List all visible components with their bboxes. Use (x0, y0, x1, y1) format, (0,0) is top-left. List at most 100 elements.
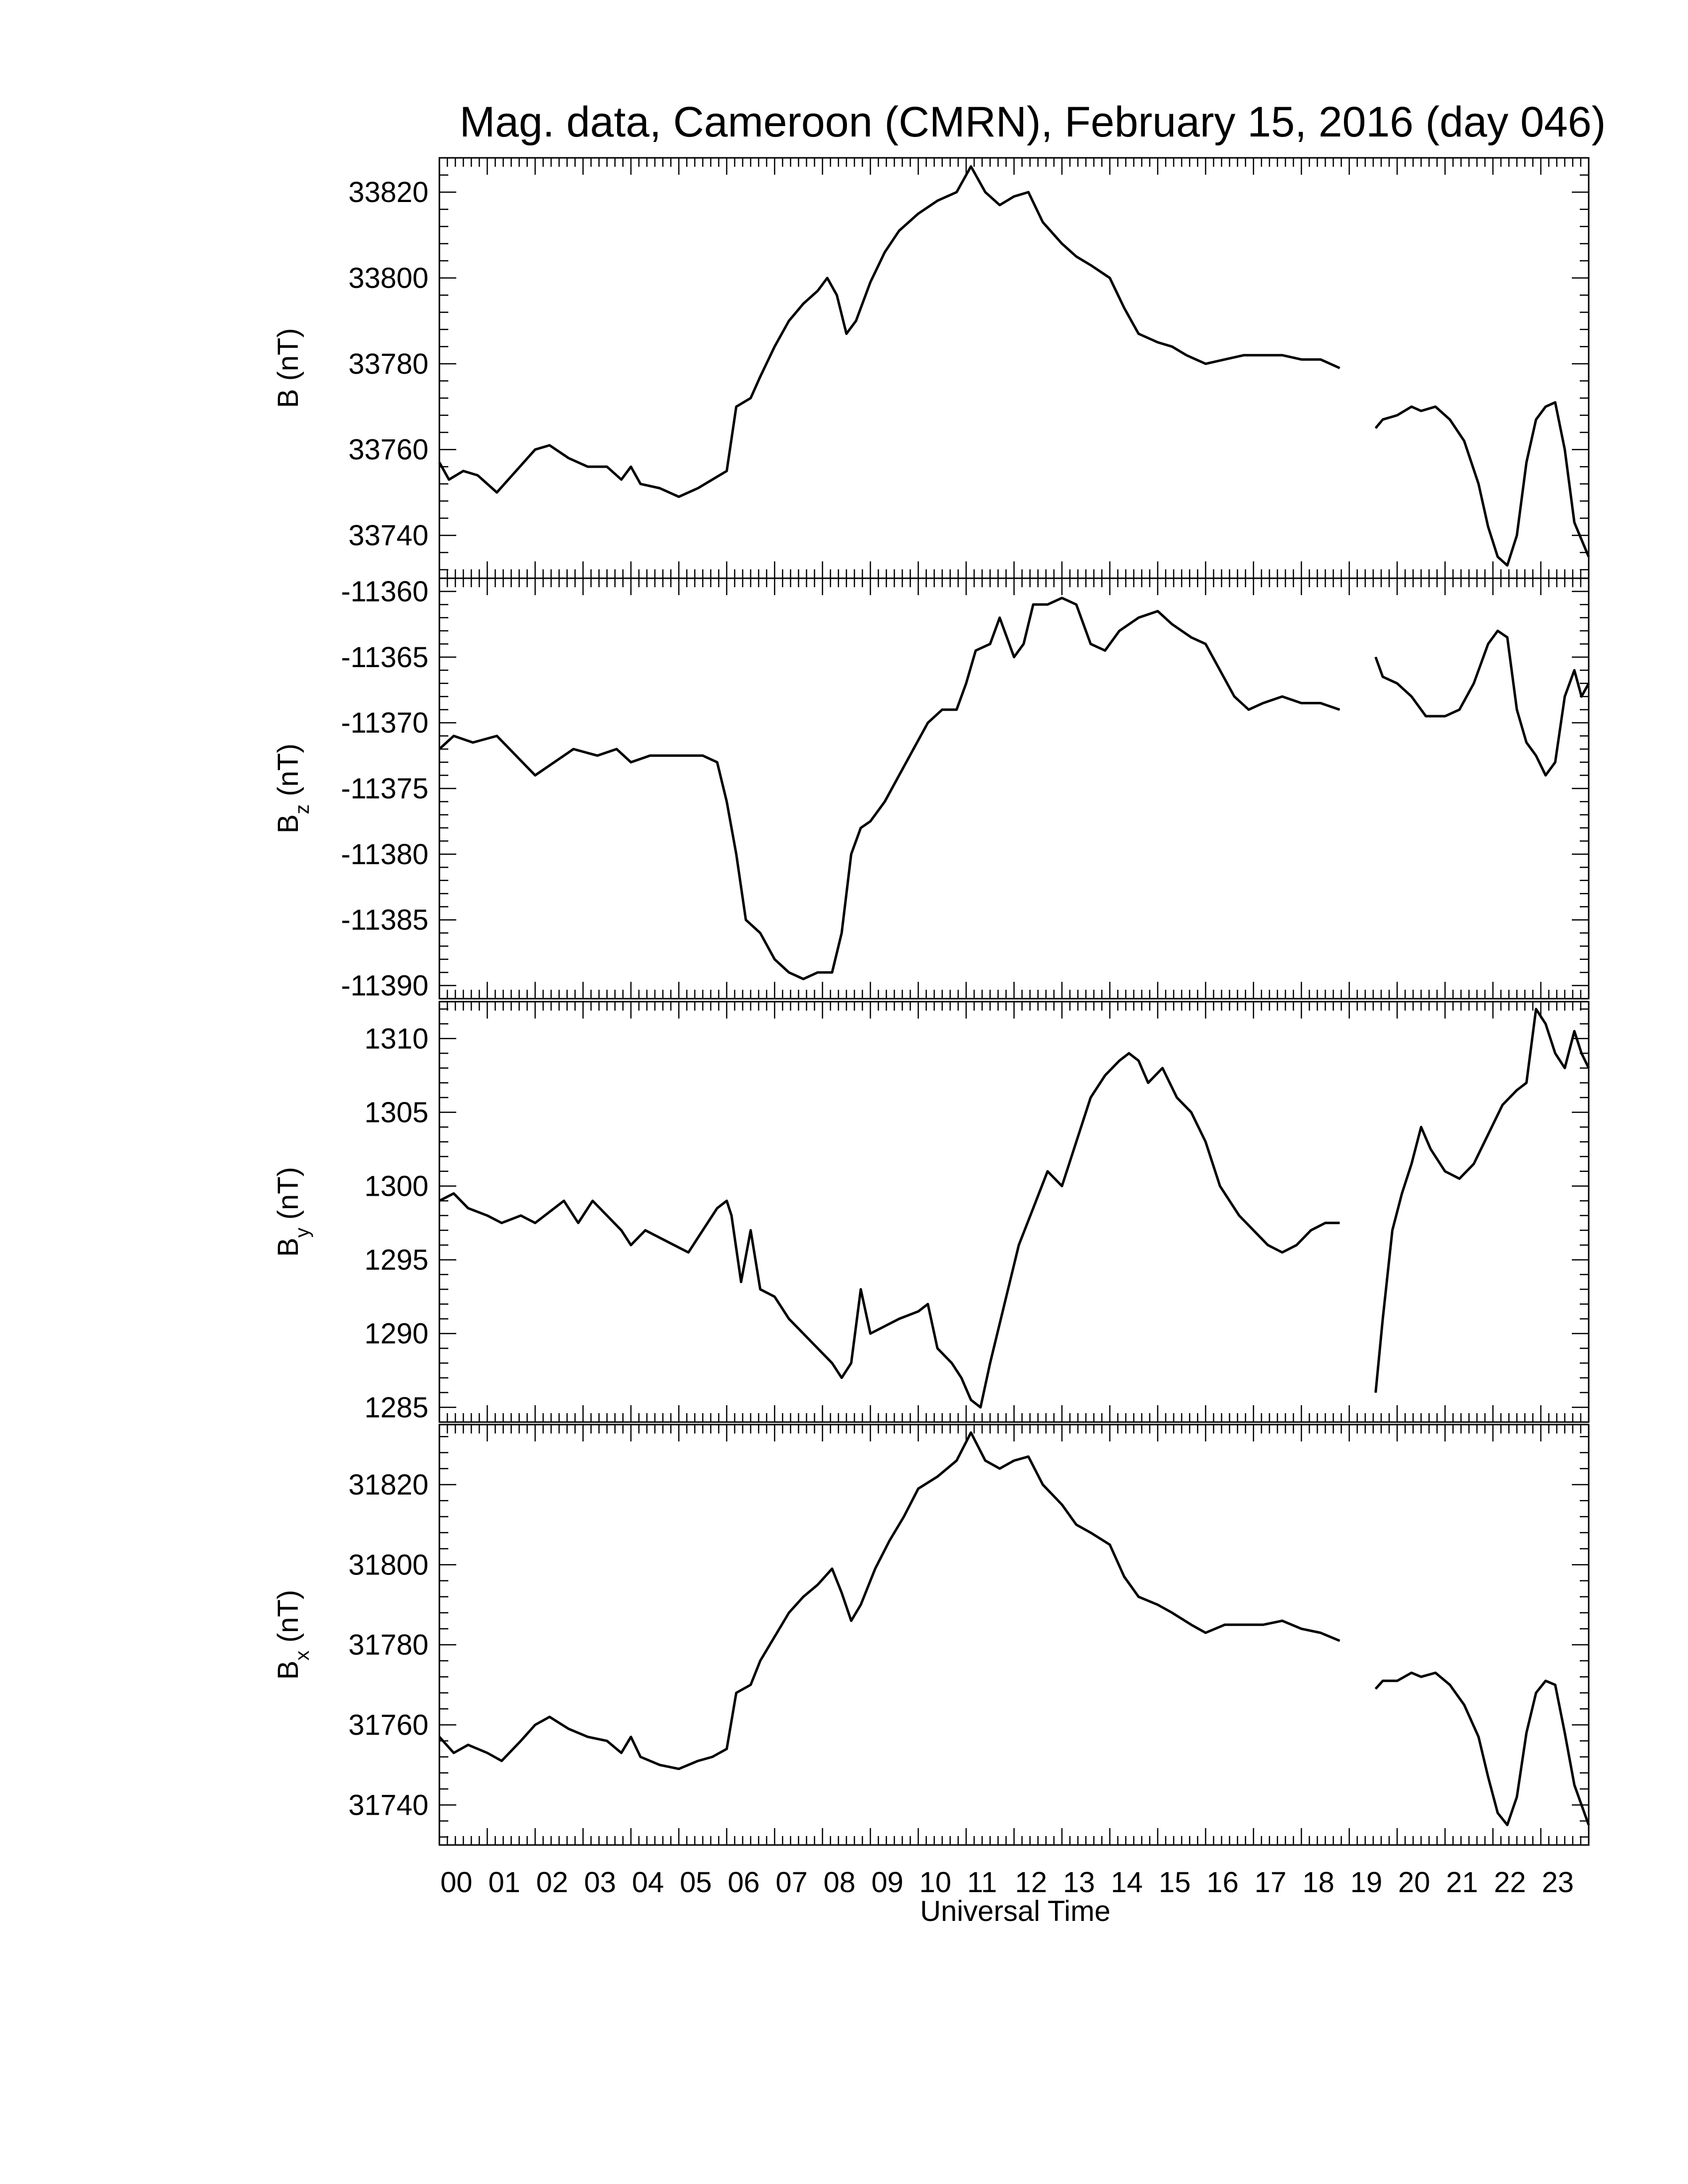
data-point (817, 290, 818, 291)
y-tick-label: 33800 (349, 262, 428, 294)
y-tick-label: -11380 (341, 838, 428, 871)
x-tick-label: 13 (1063, 1866, 1095, 1899)
y-tick-label: -11370 (341, 707, 428, 739)
series-line-Bz (438, 597, 1340, 980)
data-point (549, 1716, 550, 1717)
x-tick-label: 15 (1159, 1866, 1191, 1899)
y-axis-label-Bz: Bz (nT) (272, 744, 313, 833)
data-point (956, 192, 957, 193)
y-tick-label: 1285 (364, 1391, 428, 1424)
data-point (860, 827, 861, 828)
y-tick-label: -11390 (341, 970, 428, 1002)
data-point (621, 479, 622, 480)
data-point (520, 1215, 521, 1216)
data-point (573, 749, 574, 750)
data-point (1339, 709, 1340, 710)
y-tick-label: 31740 (349, 1789, 428, 1821)
data-point (1090, 1097, 1091, 1098)
y-tick-label: 33820 (349, 176, 428, 208)
y-axis-label-main: B (272, 1660, 304, 1680)
y-axis-label-Bx: Bx (nT) (272, 1590, 313, 1680)
y-tick-label: 31780 (349, 1629, 428, 1661)
data-point (860, 1604, 861, 1605)
y-axis-label-unit: (nT) (272, 1167, 304, 1228)
series-line-B (438, 165, 1340, 498)
x-tick-label: 06 (728, 1866, 760, 1899)
data-point (1459, 709, 1460, 710)
y-tick-label: 33740 (349, 520, 428, 552)
series-line-By (1374, 1008, 1590, 1393)
y-axis-label-main: B (272, 389, 304, 408)
data-point (1047, 604, 1048, 605)
data-point (803, 1333, 804, 1334)
data-point (760, 376, 761, 377)
data-point (1119, 630, 1120, 631)
data-point (1574, 1784, 1575, 1785)
series-line-Bz (1374, 629, 1590, 777)
data-point (1430, 1149, 1431, 1150)
data-point (1411, 696, 1412, 697)
data-point (1588, 556, 1589, 557)
data-point (860, 1289, 861, 1290)
data-point (1526, 462, 1527, 463)
panel-frame (438, 1424, 1590, 1846)
panel-By: 1285 1290 1295 1300 1305 1310 By (nT) (272, 1001, 1590, 1424)
y-tick-label: 33760 (349, 434, 428, 466)
y-tick-label: 1300 (364, 1170, 428, 1202)
data-point (1028, 1456, 1029, 1457)
data-point (597, 755, 598, 756)
panel-frame (438, 157, 1590, 579)
y-axis-label-main: B (272, 1237, 304, 1257)
x-tick-label: 14 (1111, 1866, 1143, 1899)
y-axis-label-unit: (nT) (272, 328, 304, 389)
x-tick-label: 19 (1350, 1866, 1383, 1899)
series-line-Bx (1374, 1671, 1590, 1827)
x-tick-label: 20 (1398, 1866, 1430, 1899)
data-point (1090, 265, 1091, 266)
data-point (1459, 1178, 1460, 1179)
y-tick-label: -11375 (341, 773, 428, 805)
data-point (688, 755, 689, 756)
x-tick-label: 21 (1446, 1866, 1478, 1899)
data-point (1234, 696, 1235, 697)
x-tick-label: 04 (632, 1866, 664, 1899)
data-point (1574, 522, 1575, 523)
y-axis-label-B: B (nT) (272, 328, 304, 408)
y-tick-label: -11385 (341, 904, 428, 936)
data-point (817, 972, 818, 973)
y-axis-label-main: B (272, 814, 304, 833)
data-point (961, 1377, 962, 1378)
y-axis-label-subscript: z (291, 804, 313, 814)
data-point (1526, 742, 1527, 743)
y-tick-label: 1310 (364, 1023, 428, 1055)
x-tick-label: 11 (967, 1866, 997, 1899)
data-point (1564, 696, 1565, 697)
data-point (1033, 604, 1034, 605)
series-line-Bx (438, 1431, 1340, 1771)
data-point (956, 1460, 957, 1461)
data-point (554, 1208, 555, 1209)
data-point (1224, 359, 1225, 360)
data-point (817, 1584, 818, 1585)
data-point (549, 445, 550, 446)
y-axis-label-unit: (nT) (272, 744, 304, 804)
y-tick-label: 33780 (349, 348, 428, 380)
x-tick-label: 22 (1494, 1866, 1526, 1899)
data-point (1061, 243, 1062, 244)
data-point (1478, 483, 1479, 484)
x-tick-label: 05 (680, 1866, 712, 1899)
data-point (1574, 670, 1575, 671)
data-point (1157, 611, 1158, 612)
y-tick-label: 1290 (364, 1318, 428, 1350)
x-tick-label: 18 (1302, 1866, 1335, 1899)
x-tick-label: 09 (871, 1866, 904, 1899)
data-point (1411, 1163, 1412, 1164)
data-point (1564, 449, 1565, 450)
data-point (1119, 1060, 1120, 1061)
data-point (1124, 1576, 1125, 1577)
data-point (1138, 1060, 1139, 1061)
x-tick-label: 08 (824, 1866, 856, 1899)
x-tick-labels: 00 01 02 03 04 05 06 07 08 09 10 11 12 13 14 15 16 17 18 19… (440, 1866, 1574, 1899)
